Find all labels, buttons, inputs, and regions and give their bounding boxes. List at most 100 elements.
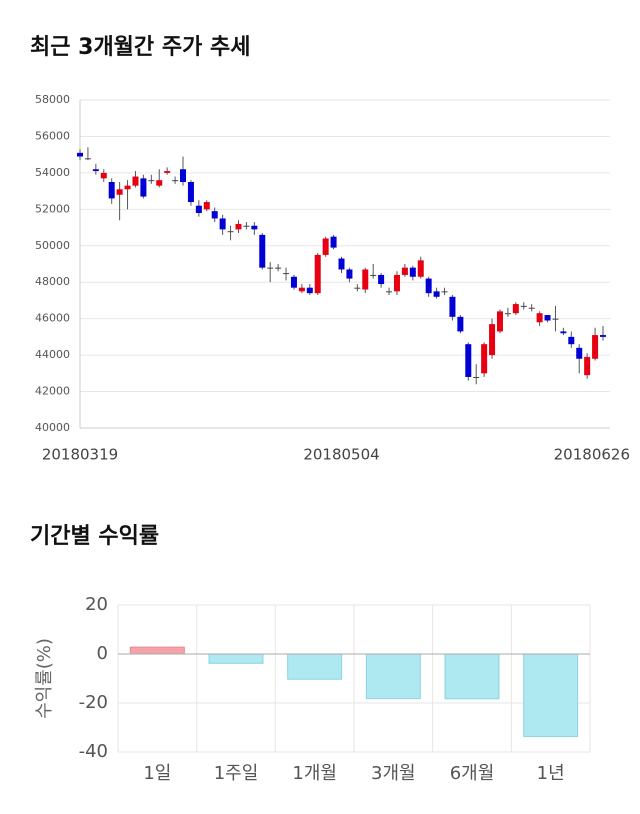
x-tick-label: 1주일: [214, 763, 259, 784]
candle-body: [560, 331, 567, 334]
candle-body: [77, 152, 83, 157]
candle-body: [433, 291, 440, 297]
candle-body: [457, 316, 464, 332]
candle-body: [306, 287, 313, 294]
x-tick-label: 20180626: [554, 446, 630, 464]
candle-body: [203, 202, 210, 210]
y-tick-label: 44000: [35, 348, 70, 361]
bar: [208, 653, 264, 664]
candle-body: [378, 274, 385, 285]
bar: [287, 653, 343, 680]
candle-body: [251, 225, 258, 230]
candle-body: [600, 335, 606, 337]
bar: [129, 646, 185, 655]
candle-body: [195, 205, 202, 213]
chart-title: 최근 3개월간 주가 추세: [30, 35, 250, 60]
candle-body: [172, 180, 179, 182]
candle-body: [481, 344, 488, 374]
candle-body: [132, 176, 139, 186]
candle-body: [322, 238, 329, 255]
candle-body: [417, 260, 424, 277]
candle-body: [496, 311, 503, 332]
candle-body: [259, 234, 266, 268]
candle-body: [576, 347, 583, 359]
x-tick-label: 3개월: [371, 763, 416, 784]
candle-body: [219, 218, 226, 230]
candle-body: [409, 267, 416, 277]
candle-body: [283, 273, 290, 275]
y-tick-label: 54000: [35, 166, 70, 179]
y-tick-label: 42000: [35, 385, 70, 398]
bar: [365, 653, 421, 700]
y-tick-label: 58000: [35, 93, 70, 106]
candle-body: [298, 287, 305, 292]
chart-title: 기간별 수익률: [30, 524, 159, 549]
candle-body: [314, 254, 321, 294]
candle-body: [227, 231, 234, 233]
y-tick-label: 20: [85, 594, 108, 615]
candle-body: [401, 267, 408, 275]
y-tick-label: 56000: [35, 129, 70, 142]
candle-body: [140, 178, 147, 197]
candle-body: [370, 274, 377, 276]
candle-body: [592, 335, 599, 359]
candle-body: [568, 336, 575, 345]
x-tick-label: 1개월: [292, 763, 337, 784]
candle-body: [393, 274, 400, 292]
candle-body: [504, 313, 511, 315]
candle-body: [489, 324, 496, 356]
candle-body: [267, 267, 274, 269]
candle-body: [164, 171, 171, 173]
candle-body: [330, 236, 337, 248]
candle-body: [100, 172, 107, 179]
candle-body: [441, 291, 448, 293]
y-tick-label: 50000: [35, 239, 70, 252]
candle-body: [180, 169, 187, 182]
x-tick-label: 6개월: [450, 763, 495, 784]
candle-body: [552, 318, 559, 320]
bar: [523, 653, 579, 738]
candle-body: [235, 223, 242, 230]
candle-body: [124, 185, 131, 190]
candle-body: [425, 278, 432, 294]
y-tick-label: 0: [97, 643, 108, 664]
candle-body: [386, 291, 393, 293]
x-tick-label: 20180504: [303, 446, 379, 464]
candle-body: [187, 182, 194, 203]
candle-body: [449, 296, 456, 317]
y-tick-label: 46000: [35, 312, 70, 325]
candle-body: [536, 313, 543, 323]
candle-body: [544, 315, 551, 321]
y-tick-label: -20: [79, 692, 108, 713]
y-tick-label: -40: [79, 741, 108, 762]
bar: [444, 653, 500, 700]
candle-body: [584, 356, 591, 376]
y-axis-label: 수익률(%): [34, 638, 55, 719]
candle-body: [243, 225, 250, 227]
candle-body: [528, 307, 535, 309]
y-tick-label: 52000: [35, 202, 70, 215]
candle-body: [346, 269, 353, 279]
x-tick-label: 20180319: [42, 446, 118, 464]
candle-body: [338, 258, 345, 270]
candle-body: [362, 269, 369, 290]
candle-body: [290, 276, 297, 288]
candle-body: [465, 344, 472, 377]
candle-body: [116, 189, 123, 195]
y-tick-label: 40000: [35, 421, 70, 434]
candle-body: [354, 287, 361, 289]
candle-body: [92, 169, 99, 172]
candle-body: [520, 305, 527, 307]
x-tick-label: 1년: [537, 763, 565, 784]
candle-body: [473, 376, 480, 378]
candle-body: [108, 182, 115, 199]
y-tick-label: 48000: [35, 275, 70, 288]
candle-body: [156, 180, 163, 186]
candle-body: [211, 211, 218, 219]
candle-body: [275, 267, 282, 269]
candle-body: [148, 180, 155, 182]
candle-body: [84, 158, 91, 160]
candle-body: [512, 304, 519, 314]
x-tick-label: 1일: [143, 763, 171, 784]
